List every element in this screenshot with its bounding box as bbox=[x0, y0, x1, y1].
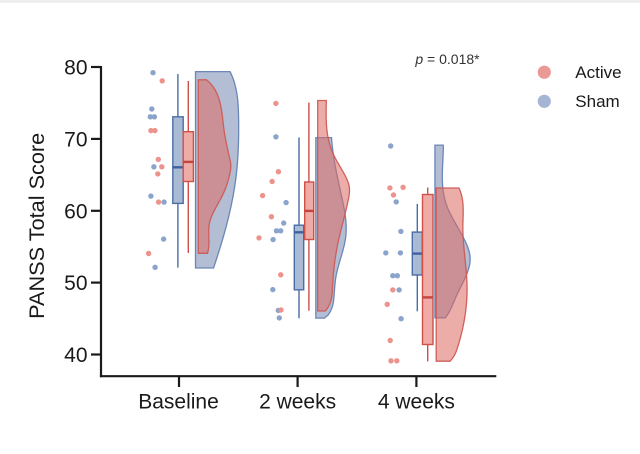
svg-text:Sham: Sham bbox=[575, 92, 619, 111]
svg-text:70: 70 bbox=[64, 128, 87, 151]
svg-text:2 weeks: 2 weeks bbox=[259, 391, 336, 414]
svg-text:4 weeks: 4 weeks bbox=[378, 391, 455, 414]
svg-text:50: 50 bbox=[64, 272, 87, 295]
svg-text:40: 40 bbox=[64, 344, 87, 367]
svg-text:Active: Active bbox=[575, 63, 621, 82]
svg-text:60: 60 bbox=[64, 200, 87, 223]
svg-text:PANSS Total Score: PANSS Total Score bbox=[24, 133, 49, 319]
svg-text:p = 0.018*: p = 0.018* bbox=[414, 51, 480, 67]
svg-text:80: 80 bbox=[64, 57, 87, 80]
svg-text:Baseline: Baseline bbox=[138, 391, 219, 414]
